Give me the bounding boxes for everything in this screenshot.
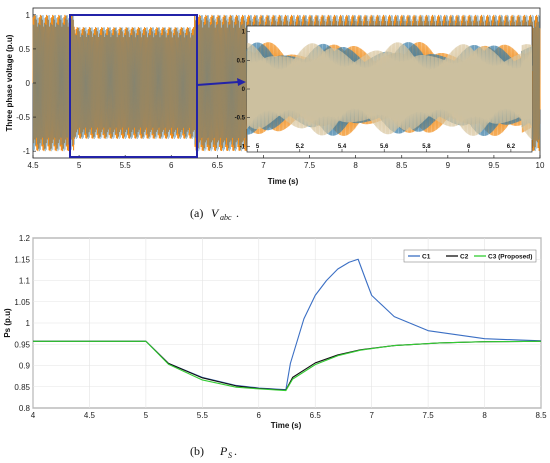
inset-waveform — [246, 42, 533, 140]
voltage-y-tick-label: -0.5 — [16, 113, 30, 122]
power-legend: C1 C2 C3 (Proposed) — [403, 249, 537, 263]
voltage-y-axis-label: Three phase voltage (p.u) — [5, 34, 14, 131]
power-x-tick-label: 7.5 — [423, 411, 435, 420]
voltage-caption: (a) V abc . — [190, 206, 239, 222]
power-y-tick-label: 0.95 — [14, 340, 30, 349]
voltage-zoom-box — [69, 14, 198, 158]
voltage-axes: 4.5 5 5.5 6 6.5 7 7.5 8 8.5 9 9.5 10-1-0.500.51 — [16, 11, 545, 170]
voltage-x-tick-label: 7 — [261, 161, 266, 170]
power-y-tick-label: 0.9 — [19, 362, 31, 371]
voltage-x-tick-label: 8.5 — [396, 161, 408, 170]
voltage-y-tick-label: -1 — [23, 147, 31, 156]
inset-axes: 5 5.2 5.4 5.6 5.8 6 6.2 -1 -0.5 0 0.5 1 — [235, 30, 516, 152]
voltage-y-tick-label: 1 — [26, 11, 31, 20]
inset-x-tick-label: 5.2 — [296, 144, 305, 150]
voltage-x-tick-label: 5.5 — [120, 161, 132, 170]
power-x-axis-label: Time (s) — [271, 421, 302, 430]
power-y-tick-label: 1.1 — [19, 277, 31, 286]
voltage-inset: 5 5.2 5.4 5.6 5.8 6 6.2 -1 -0.5 0 0.5 1 — [235, 25, 533, 153]
power-y-tick-label: 1.15 — [14, 255, 30, 264]
power-x-tick-label: 6 — [257, 411, 262, 420]
voltage-x-tick-label: 5 — [77, 161, 82, 170]
inset-y-tick-label: 0 — [242, 87, 246, 93]
power-chart: 4 4.5 5 5.5 6 6.5 7 7.5 8 8.5 0.8 0.85 0.9 0.95 1 1.05 1… — [3, 234, 547, 460]
power-x-tick-label: 8.5 — [535, 411, 547, 420]
voltage-chart: 4.5 5 5.5 6 6.5 7 7.5 8 8.5 9 9.5 10-1-0.500.51 5 5.… — [5, 7, 545, 222]
caption-a-suffix: . — [236, 206, 239, 220]
zoom-arrow — [196, 81, 239, 86]
power-x-tick-label: 6.5 — [310, 411, 322, 420]
voltage-x-tick-label: 7.5 — [304, 161, 316, 170]
inset-x-tick-label: 6.2 — [507, 144, 516, 150]
inset-series-3 — [246, 42, 533, 140]
caption-a-prefix: (a) — [190, 206, 203, 220]
legend-box — [403, 249, 537, 263]
power-x-tick-label: 5.5 — [197, 411, 209, 420]
inset-x-tick-label: 6 — [467, 144, 471, 150]
inset-y-tick-label: 1 — [242, 30, 246, 36]
inset-y-tick-label: 0.5 — [237, 58, 246, 64]
power-y-tick-label: 0.85 — [14, 383, 30, 392]
voltage-x-tick-label: 9.5 — [488, 161, 500, 170]
power-x-tick-label: 5 — [144, 411, 149, 420]
legend-label: C2 — [460, 254, 469, 261]
inset-y-tick-label: -0.5 — [235, 116, 246, 122]
caption-a-subscript: abc — [220, 213, 232, 222]
voltage-x-axis-label: Time (s) — [268, 177, 299, 186]
power-series-c3-proposed — [33, 340, 542, 392]
power-y-tick-label: 1 — [26, 319, 31, 328]
inset-x-tick-label: 5.6 — [380, 144, 389, 150]
voltage-y-tick-label: 0 — [26, 79, 31, 88]
caption-b-prefix: (b) — [190, 444, 204, 458]
power-y-tick-label: 1.05 — [14, 298, 30, 307]
caption-b-subscript: S — [228, 451, 232, 460]
voltage-x-tick-label: 6.5 — [212, 161, 224, 170]
power-caption: (b) P S . — [190, 444, 237, 460]
power-x-tick-label: 7 — [369, 411, 374, 420]
voltage-x-tick-label: 4.5 — [27, 161, 39, 170]
inset-y-tick-label: -1 — [240, 144, 246, 150]
zoom-arrow-head — [237, 78, 246, 86]
inset-x-tick-label: 5.8 — [422, 144, 431, 150]
inset-x-tick-label: 5.4 — [338, 144, 347, 150]
power-y-tick-label: 1.2 — [19, 234, 31, 243]
caption-a-symbol: V — [211, 206, 220, 220]
legend-label: C1 — [422, 254, 431, 261]
voltage-x-tick-label: 10 — [536, 161, 545, 170]
power-y-axis-label: Ps (p.u) — [3, 308, 12, 338]
voltage-x-tick-label: 8 — [353, 161, 358, 170]
voltage-x-tick-label: 6 — [169, 161, 174, 170]
power-x-tick-label: 4.5 — [84, 411, 96, 420]
caption-b-suffix: . — [234, 444, 237, 458]
legend-label: C3 (Proposed) — [488, 254, 532, 261]
voltage-y-tick-label: 0.5 — [19, 45, 31, 54]
inset-x-tick-label: 5 — [256, 144, 260, 150]
power-y-tick-label: 0.8 — [19, 404, 31, 413]
voltage-x-tick-label: 9 — [446, 161, 451, 170]
power-series — [33, 258, 542, 392]
caption-b-symbol: P — [219, 444, 228, 458]
power-x-tick-label: 8 — [482, 411, 487, 420]
power-x-tick-label: 4 — [31, 411, 36, 420]
